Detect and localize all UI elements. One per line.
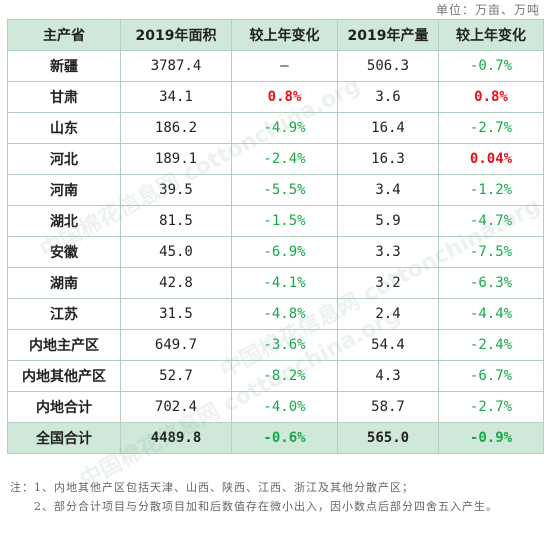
- province-cell: 湖北: [7, 205, 121, 237]
- table-row: 内地其他产区 52.7 -8.2% 4.3 -6.7%: [7, 360, 544, 392]
- output-cell: 506.3: [337, 50, 439, 82]
- table-row: 湖北 81.5 -1.5% 5.9 -4.7%: [7, 205, 544, 237]
- column-header-output: 2019年产量: [337, 19, 439, 51]
- area-change-cell: -1.5%: [231, 205, 338, 237]
- area-cell: 42.8: [120, 267, 232, 299]
- area-cell: 52.7: [120, 360, 232, 392]
- province-cell: 河南: [7, 174, 121, 206]
- cotton-production-table: 主产省 2019年面积 较上年变化 2019年产量 较上年变化 新疆 3787.4…: [7, 19, 544, 454]
- area-cell: 34.1: [120, 81, 232, 113]
- province-cell: 江苏: [7, 298, 121, 330]
- area-cell: 81.5: [120, 205, 232, 237]
- area-cell: 702.4: [120, 391, 232, 423]
- area-change-cell: -3.6%: [231, 329, 338, 361]
- table-row: 新疆 3787.4–506.3 -0.7%: [7, 50, 544, 82]
- area-cell: 39.5: [120, 174, 232, 206]
- column-header-area: 2019年面积: [120, 19, 232, 51]
- province-cell: 内地合计: [7, 391, 121, 423]
- province-cell: 新疆: [7, 50, 121, 82]
- area-cell: 649.7: [120, 329, 232, 361]
- table-row: 河南 39.5 -5.5% 3.4 -1.2%: [7, 174, 544, 206]
- area-change-cell: -2.4%: [231, 143, 338, 175]
- output-change-cell: -4.4%: [438, 298, 544, 330]
- province-cell: 内地主产区: [7, 329, 121, 361]
- area-change-cell: -4.9%: [231, 112, 338, 144]
- area-cell: 3787.4: [120, 50, 232, 82]
- area-change-cell: –: [231, 50, 338, 82]
- output-cell: 5.9: [337, 205, 439, 237]
- table-row: 内地主产区 649.7 -3.6% 54.4 -2.4%: [7, 329, 544, 361]
- output-cell: 565.0: [337, 422, 439, 454]
- output-change-cell: -4.7%: [438, 205, 544, 237]
- area-change-cell: -4.8%: [231, 298, 338, 330]
- output-cell: 3.6: [337, 81, 439, 113]
- area-change-cell: -5.5%: [231, 174, 338, 206]
- output-change-cell: -7.5%: [438, 236, 544, 268]
- output-change-cell: -6.7%: [438, 360, 544, 392]
- output-cell: 58.7: [337, 391, 439, 423]
- province-cell: 全国合计: [7, 422, 121, 454]
- area-change-cell: 0.8%: [231, 81, 338, 113]
- footnote-2: 2、部分合计项目与分散项目加和后数值存在微小出入，因小数点后部分四舍五入产生。: [10, 500, 498, 513]
- output-change-cell: 0.8%: [438, 81, 544, 113]
- column-header-province: 主产省: [7, 19, 121, 51]
- unit-label: 单位：万亩、万吨: [435, 3, 540, 17]
- province-cell: 内地其他产区: [7, 360, 121, 392]
- area-change-cell: -6.9%: [231, 236, 338, 268]
- area-change-cell: -8.2%: [231, 360, 338, 392]
- table-row: 湖南 42.8 -4.1% 3.2 -6.3%: [7, 267, 544, 299]
- province-cell: 甘肃: [7, 81, 121, 113]
- table-body: 新疆 3787.4–506.3 -0.7% 甘肃 34.1 0.8% 3.6 0.8% 山东 18…: [7, 50, 544, 454]
- table-row: 江苏 31.5 -4.8% 2.4 -4.4%: [7, 298, 544, 330]
- output-change-cell: -2.7%: [438, 112, 544, 144]
- area-change-cell: -0.6%: [231, 422, 338, 454]
- output-cell: 4.3: [337, 360, 439, 392]
- table-total-row: 全国合计 4489.8 -0.6% 565.0 -0.9%: [7, 422, 544, 454]
- area-cell: 186.2: [120, 112, 232, 144]
- area-cell: 189.1: [120, 143, 232, 175]
- area-change-cell: -4.1%: [231, 267, 338, 299]
- output-change-cell: 0.04%: [438, 143, 544, 175]
- column-header-area-change: 较上年变化: [231, 19, 338, 51]
- output-cell: 16.4: [337, 112, 439, 144]
- output-cell: 3.2: [337, 267, 439, 299]
- province-cell: 河北: [7, 143, 121, 175]
- output-change-cell: -2.4%: [438, 329, 544, 361]
- area-change-cell: -4.0%: [231, 391, 338, 423]
- area-cell: 31.5: [120, 298, 232, 330]
- province-cell: 湖南: [7, 267, 121, 299]
- table-header-row: 主产省 2019年面积 较上年变化 2019年产量 较上年变化: [7, 19, 544, 51]
- table-row: 河北 189.1 -2.4% 16.3 0.04%: [7, 143, 544, 175]
- province-cell: 山东: [7, 112, 121, 144]
- province-cell: 安徽: [7, 236, 121, 268]
- area-cell: 45.0: [120, 236, 232, 268]
- footnotes: 注：1、内地其他产区包括天津、山西、陕西、江西、浙江及其他分散产区； 2、部分合…: [10, 478, 545, 516]
- table-row: 安徽 45.0 -6.9% 3.3 -7.5%: [7, 236, 544, 268]
- column-header-output-change: 较上年变化: [438, 19, 544, 51]
- footnote-1: 注：1、内地其他产区包括天津、山西、陕西、江西、浙江及其他分散产区；: [10, 481, 414, 494]
- output-cell: 3.4: [337, 174, 439, 206]
- output-cell: 2.4: [337, 298, 439, 330]
- output-change-cell: -0.7%: [438, 50, 544, 82]
- output-change-cell: -1.2%: [438, 174, 544, 206]
- table-row: 山东 186.2 -4.9% 16.4 -2.7%: [7, 112, 544, 144]
- table-row: 甘肃 34.1 0.8% 3.6 0.8%: [7, 81, 544, 113]
- output-cell: 16.3: [337, 143, 439, 175]
- table-row: 内地合计 702.4 -4.0% 58.7 -2.7%: [7, 391, 544, 423]
- output-change-cell: -6.3%: [438, 267, 544, 299]
- output-change-cell: -0.9%: [438, 422, 544, 454]
- area-cell: 4489.8: [120, 422, 232, 454]
- output-change-cell: -2.7%: [438, 391, 544, 423]
- output-cell: 54.4: [337, 329, 439, 361]
- output-cell: 3.3: [337, 236, 439, 268]
